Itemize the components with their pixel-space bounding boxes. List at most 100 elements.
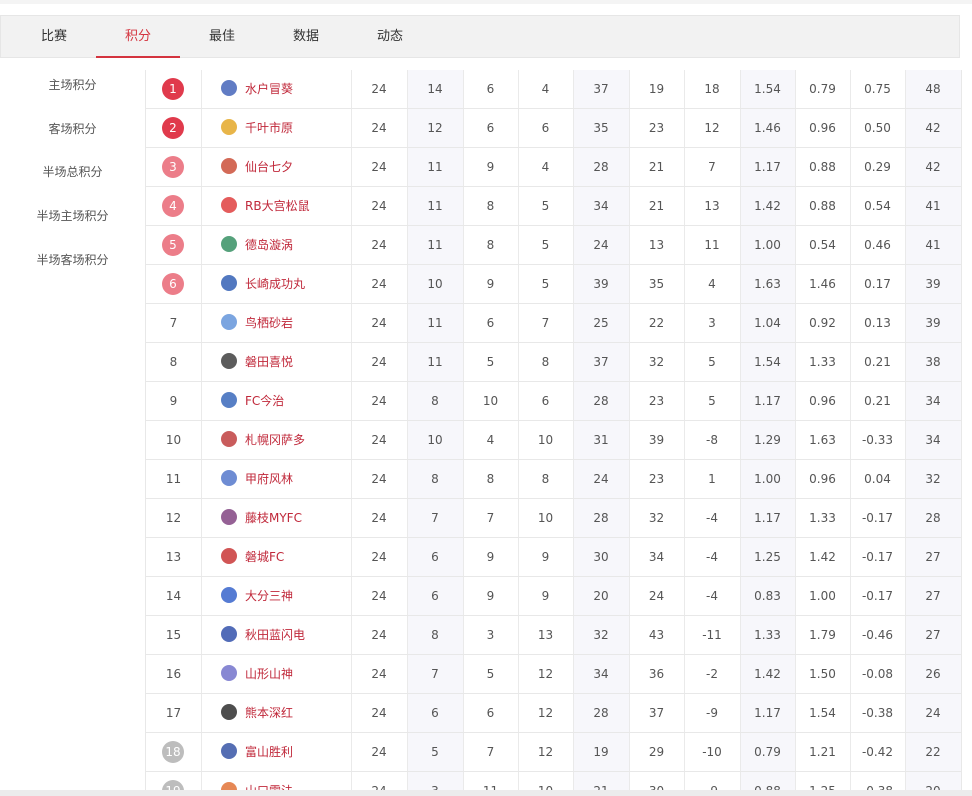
table-row: 16 山形山神 24 7 5 12 34 36 -2 1.42 1.50 -0.08 26 bbox=[146, 655, 961, 694]
team-name[interactable]: 山口雷法 bbox=[245, 772, 293, 790]
stat-cell: 1.42 bbox=[754, 199, 781, 213]
stat-cell: 21 bbox=[648, 160, 665, 174]
team-name[interactable]: 磐城FC bbox=[245, 550, 285, 564]
stat-cell: 6 bbox=[431, 706, 439, 720]
stat-cell: -4 bbox=[706, 550, 718, 564]
stat-cell: 1.63 bbox=[809, 433, 836, 447]
team-name[interactable]: 德岛漩涡 bbox=[245, 238, 294, 252]
stat-cell: 9 bbox=[486, 550, 495, 564]
stat-cell: 0.54 bbox=[809, 238, 836, 252]
stat-cell: 32 bbox=[925, 472, 941, 486]
team-name[interactable]: 水户冒葵 bbox=[245, 82, 294, 96]
sidebar-item[interactable]: 半场主场积分 bbox=[36, 209, 109, 223]
stat-cell: 20 bbox=[593, 589, 609, 603]
team-name[interactable]: 藤枝MYFC bbox=[245, 511, 302, 525]
table-row: 10 札幌冈萨多 24 10 4 10 31 39 -8 1.29 1.63 -0.33 34 bbox=[146, 421, 961, 460]
stat-cell: -0.17 bbox=[861, 589, 894, 603]
tab[interactable]: 数据 bbox=[292, 29, 319, 44]
stat-cell: 1.21 bbox=[809, 745, 836, 759]
stat-cell: 0.21 bbox=[864, 355, 891, 369]
stat-cell: 1.00 bbox=[809, 589, 836, 603]
team-name[interactable]: 仙台七夕 bbox=[245, 160, 294, 174]
stat-cell: 42 bbox=[925, 121, 941, 135]
team-name[interactable]: 长崎成功丸 bbox=[245, 277, 306, 291]
team-name[interactable]: 札幌冈萨多 bbox=[245, 433, 306, 447]
rank: 8 bbox=[169, 355, 178, 369]
sidebar-item[interactable]: 主场积分 bbox=[48, 78, 97, 92]
table-row: 11 甲府风林 24 8 8 8 24 23 1 1.00 0.96 0.04 32 bbox=[146, 460, 961, 499]
stat-cell: -4 bbox=[706, 589, 718, 603]
rank: 14 bbox=[165, 589, 182, 603]
stat-cell: 24 bbox=[371, 277, 387, 291]
stat-cell: -9 bbox=[684, 772, 740, 790]
stat-cell: 12 bbox=[704, 121, 720, 135]
stat-cell: 7 bbox=[486, 745, 495, 759]
team-logo bbox=[221, 587, 237, 603]
stat-cell: 24 bbox=[371, 199, 387, 213]
team-name[interactable]: 山形山神 bbox=[245, 667, 294, 681]
stat-cell: 11 bbox=[427, 160, 443, 174]
team-name[interactable]: FC今治 bbox=[245, 394, 285, 408]
stat-cell: 5 bbox=[708, 355, 716, 369]
stat-cell: 22 bbox=[925, 745, 941, 759]
tab[interactable]: 动态 bbox=[376, 29, 403, 44]
stat-cell: 6 bbox=[431, 589, 439, 603]
stat-cell: 7 bbox=[431, 511, 439, 525]
stat-cell: 5 bbox=[486, 355, 495, 369]
stat-cell: 31 bbox=[593, 433, 609, 447]
stat-cell: 0.29 bbox=[864, 160, 891, 174]
table-row: 9 FC今治 24 8 10 6 28 23 5 1.17 0.96 0.21 34 bbox=[146, 382, 961, 421]
stat-cell: 8 bbox=[486, 238, 495, 252]
column-divider bbox=[795, 70, 796, 790]
scrollbar-strip bbox=[0, 790, 972, 796]
team-name[interactable]: 熊本深红 bbox=[245, 706, 294, 720]
rank: 11 bbox=[165, 472, 182, 486]
column-divider bbox=[740, 70, 741, 790]
tab[interactable]: 最佳 bbox=[208, 29, 235, 44]
stat-cell: 10 bbox=[427, 433, 443, 447]
stat-cell: 1.54 bbox=[809, 706, 836, 720]
tab[interactable]: 积分 bbox=[96, 16, 180, 58]
stat-cell: 11 bbox=[427, 316, 443, 330]
stat-cell: 0.17 bbox=[864, 277, 891, 291]
team-logo bbox=[221, 353, 237, 369]
stat-cell: 41 bbox=[925, 199, 941, 213]
team-logo bbox=[221, 197, 237, 213]
sidebar-item[interactable]: 半场总积分 bbox=[42, 165, 103, 179]
stat-cell: 8 bbox=[431, 628, 439, 642]
team-name[interactable]: 鸟栖砂岩 bbox=[245, 316, 294, 330]
stat-cell: 24 bbox=[371, 628, 387, 642]
stat-cell: 24 bbox=[371, 550, 387, 564]
team-logo bbox=[221, 782, 237, 790]
sidebar-item[interactable]: 半场客场积分 bbox=[36, 253, 109, 267]
stat-cell: 34 bbox=[593, 667, 609, 681]
stat-cell: 1 bbox=[708, 472, 716, 486]
team-name[interactable]: 大分三神 bbox=[245, 589, 294, 603]
standings-table: 1 水户冒葵 24 14 6 4 37 19 18 1.54 0.79 0.75 48 2 千叶市原 24 12… bbox=[145, 70, 962, 790]
column-shade bbox=[905, 70, 961, 790]
stat-cell: 12 bbox=[537, 745, 554, 759]
stat-cell: 1.00 bbox=[754, 238, 781, 252]
sidebar: 主场积分客场积分半场总积分半场主场积分 半场客场积分 bbox=[0, 70, 145, 790]
team-name[interactable]: RB大宫松鼠 bbox=[245, 199, 310, 213]
team-name[interactable]: 甲府风林 bbox=[245, 472, 294, 486]
stat-cell: -0.46 bbox=[861, 628, 894, 642]
stat-cell: 19 bbox=[648, 82, 665, 96]
stat-cell: 1.33 bbox=[809, 511, 836, 525]
team-name[interactable]: 千叶市原 bbox=[245, 121, 294, 135]
tab[interactable]: 比赛 bbox=[40, 29, 67, 44]
team-name[interactable]: 秋田蓝闪电 bbox=[245, 628, 306, 642]
team-logo bbox=[221, 119, 237, 135]
stat-cell: 9 bbox=[486, 277, 495, 291]
stat-cell: 7 bbox=[431, 667, 439, 681]
tab-bar: 比赛 积分 最佳 数据 动态 bbox=[0, 15, 960, 58]
table-row: 17 熊本深红 24 6 6 12 28 37 -9 1.17 1.54 -0.38 24 bbox=[146, 694, 961, 733]
team-logo bbox=[221, 80, 237, 96]
stat-cell: 1.42 bbox=[809, 550, 836, 564]
stat-cell: 6 bbox=[486, 316, 495, 330]
sidebar-item[interactable]: 客场积分 bbox=[48, 122, 97, 136]
team-name[interactable]: 富山胜利 bbox=[245, 745, 294, 759]
stat-cell: 6 bbox=[486, 82, 495, 96]
team-name[interactable]: 磐田喜悦 bbox=[245, 355, 294, 369]
